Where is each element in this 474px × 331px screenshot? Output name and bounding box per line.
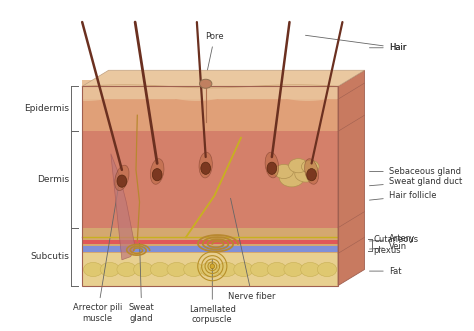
Polygon shape [82,70,365,86]
Text: Dermis: Dermis [37,175,69,184]
Bar [82,246,338,252]
Circle shape [250,262,270,277]
Bar [82,254,338,286]
Ellipse shape [267,162,277,174]
Circle shape [117,262,137,277]
Text: Artery: Artery [369,234,415,244]
Text: Arrector pili
muscle: Arrector pili muscle [73,182,122,323]
Circle shape [279,169,304,187]
Circle shape [134,262,153,277]
Circle shape [267,262,287,277]
Text: Hair follicle: Hair follicle [369,191,436,200]
Circle shape [83,262,103,277]
Text: Vein: Vein [369,243,407,252]
Polygon shape [111,154,135,260]
Text: Epidermis: Epidermis [24,104,69,113]
Circle shape [289,159,308,173]
Circle shape [295,166,317,182]
Text: Sebaceous gland: Sebaceous gland [369,167,461,176]
Circle shape [274,165,293,178]
Circle shape [234,262,253,277]
Ellipse shape [150,159,164,184]
Circle shape [201,262,220,277]
Bar [82,131,338,228]
Text: Sweat
gland: Sweat gland [129,243,155,323]
Circle shape [200,79,212,88]
Ellipse shape [265,152,279,178]
Text: Cutaneous
plexus: Cutaneous plexus [374,235,419,255]
Text: Hair: Hair [369,43,406,52]
Bar [82,80,338,99]
Bar [82,86,338,286]
Text: Hair: Hair [305,35,406,52]
Ellipse shape [307,168,317,181]
Text: Sweat gland duct: Sweat gland duct [369,177,462,186]
Bar [82,240,338,244]
Ellipse shape [115,165,129,191]
Circle shape [317,262,337,277]
Ellipse shape [305,159,319,184]
Circle shape [184,262,203,277]
Ellipse shape [201,162,210,174]
Circle shape [150,262,170,277]
Text: Subcutis: Subcutis [30,252,69,261]
Circle shape [284,262,303,277]
Circle shape [217,262,237,277]
Ellipse shape [117,175,127,187]
Circle shape [301,160,319,173]
Polygon shape [338,70,365,286]
Text: Nerve fiber: Nerve fiber [228,198,276,301]
Circle shape [100,262,119,277]
Text: Fat: Fat [369,266,401,276]
Circle shape [301,262,320,277]
Ellipse shape [210,264,215,269]
Ellipse shape [199,152,212,178]
Ellipse shape [152,168,162,181]
Text: Pore: Pore [205,32,224,75]
Bar [82,99,338,131]
Circle shape [167,262,186,277]
Bar [82,228,338,254]
Text: Lamellated
corpuscle: Lamellated corpuscle [189,260,236,324]
